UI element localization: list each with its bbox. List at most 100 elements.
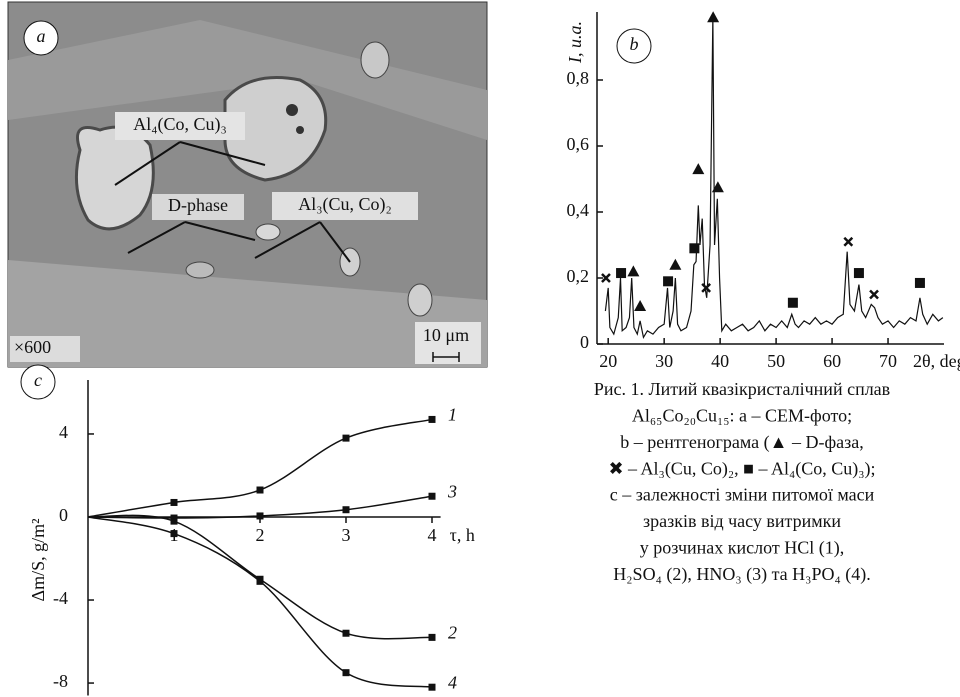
series-label: 2 [448,623,457,643]
data-line [604,17,944,340]
leader-line [127,221,186,254]
point-marker [428,415,436,423]
y-axis-label: I, u.a. [565,21,585,64]
phase-marker [787,297,798,308]
panel-letter: a [37,26,46,46]
point-marker [428,683,436,691]
x-tick-label: 60 [823,351,841,371]
phase-marker [689,243,700,254]
y-tick-label: 0,6 [567,134,590,154]
series-label: 1 [448,405,457,425]
label-bg [272,192,418,220]
phase-marker [601,273,611,283]
panel-letter: b [630,34,639,54]
leader-line [184,221,256,241]
texture [8,20,487,140]
x-tick-label: 40 [711,351,729,371]
y-tick-label: 0,4 [567,200,590,220]
point-marker [342,434,350,442]
phase-region [360,41,390,79]
x-tick-label: 70 [879,351,897,371]
y-tick-label: 0 [580,332,589,352]
phase-marker [627,265,640,277]
x-axis-label: 2θ, degree [913,351,960,371]
series-label: 3 [447,481,457,501]
caption-line: Рис. 1. Литий квазікристалічний сплав [594,379,890,399]
x-tick-label: 20 [599,351,617,371]
phase-marker [692,163,705,175]
point-marker [256,512,264,520]
data-line [87,418,433,518]
x-tick-label: 2 [256,525,265,545]
phase-marker [634,300,647,312]
leader-line [114,141,181,186]
phase-region [74,125,155,231]
phase-marker [914,277,925,288]
y-tick-label: 0,2 [567,266,590,286]
point-marker [170,514,178,522]
caption-line: Al₆₅Co₂₀Cu₁₅: a – СЕМ-фото; [632,406,852,426]
pore [286,104,298,116]
scale-bar-label: 10 μm [423,325,469,345]
y-tick-label: -8 [53,671,68,691]
label-bg [115,112,245,140]
caption-line: b – рентгенограма (▲ – D-фаза, [620,432,863,453]
point-marker [256,577,264,585]
x-tick-label: 4 [428,525,437,545]
phase-label: Al₃(Cu, Co)₂ [298,194,392,215]
phase-region [255,223,281,241]
phase-region [407,283,433,317]
phase-marker [701,283,712,293]
phase-marker [711,181,724,193]
y-axis-label: Δm/S, g/m² [28,519,48,602]
leader-line [319,221,351,263]
leader-line [254,221,321,259]
magnification: ×600 [14,337,51,357]
point-marker [342,629,350,637]
panel-letter-circle [20,364,56,400]
caption-line: зразків від часу витримки [643,511,841,531]
y-tick-label: -4 [53,588,68,608]
point-marker [428,633,436,641]
micrograph: a Al₄(Co, Cu)₃ D-phase Al₃(Cu, Co)₂ ×600… [7,1,488,368]
caption-line: у розчинах кислот HCl (1), [640,538,845,559]
phase-marker [707,11,720,23]
panel-letter-circle [616,28,652,64]
label-bg [152,194,244,220]
phase-marker [853,268,864,279]
panel-letter: c [34,370,42,390]
point-marker [170,498,178,506]
x-tick-label: 3 [342,525,351,545]
point-marker [256,486,264,494]
leader-line [179,141,266,166]
point-marker [342,669,350,677]
phase-label: D-phase [168,195,228,215]
phase-label: Al₄(Co, Cu)₃ [133,114,227,135]
label-bg [10,336,80,362]
x-axis-label: τ, h [450,525,475,545]
caption-line: H₂SO₄ (2), HNO₃ (3) та H₃PO₄ (4). [613,564,870,585]
phase-region [185,261,215,279]
phase-marker [663,276,674,287]
caption-line: ✖ – Al₃(Cu, Co)₂, ■ – Al₄(Co, Cu)₃); [608,458,875,479]
texture [8,260,487,367]
y-tick-label: 4 [59,422,68,442]
pore [296,126,304,134]
phase-marker [616,268,627,279]
phase-marker [869,289,879,300]
point-marker [170,530,178,538]
caption-line: c – залежності зміни питомої маси [610,485,875,505]
scale-bar [432,352,460,362]
y-tick-label: 0 [59,505,68,525]
panel-letter-circle [23,20,59,56]
phase-region [223,76,328,182]
leader-lines [114,141,351,263]
y-tick-label: 0,8 [567,68,590,88]
caption: Рис. 1. Литий квазікристалічний сплав Al₆… [594,379,890,585]
series-label: 4 [448,672,457,692]
xrd-chart: 0 0,2 0,4 0,6 0,8 20 30 40 50 60 70 2θ, degree I, u.… [565,11,960,371]
x-tick-label: 50 [767,351,785,371]
phase-marker [669,258,682,270]
